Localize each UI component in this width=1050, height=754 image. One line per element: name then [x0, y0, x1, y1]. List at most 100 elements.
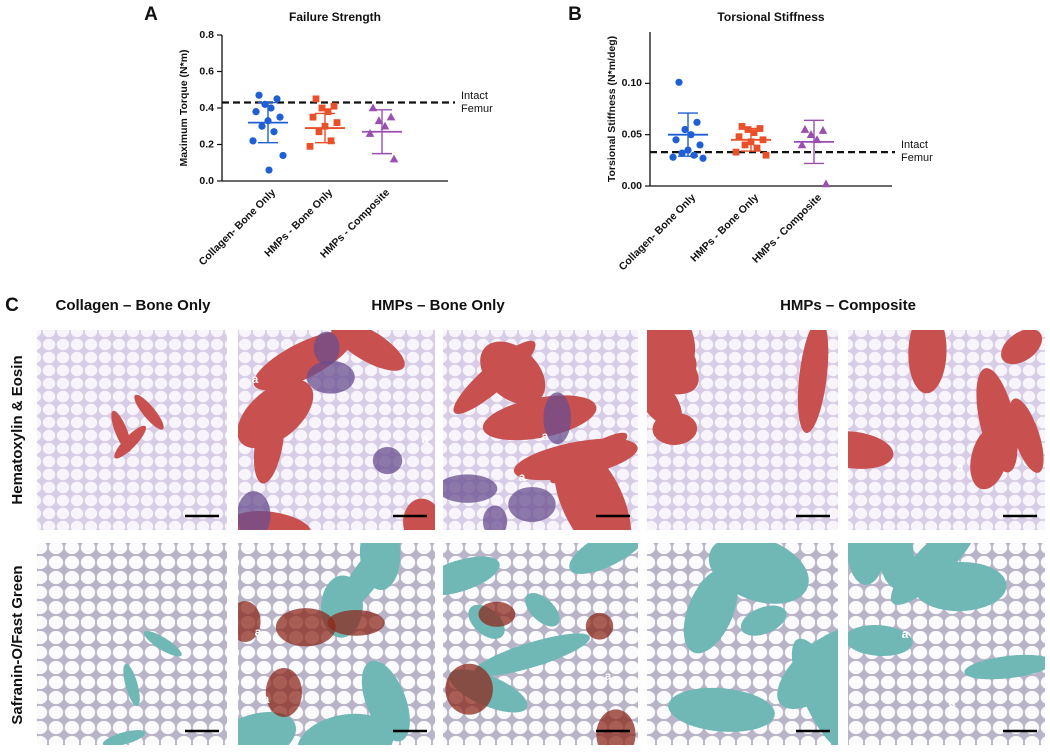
region-label: a: [255, 625, 262, 639]
bone: [134, 394, 164, 430]
data-point: [306, 142, 314, 150]
marrow: [238, 491, 271, 530]
marrow: [543, 392, 572, 445]
bone: [102, 730, 146, 745]
data-point: [252, 108, 260, 116]
y-tick-label: 0.8: [199, 29, 214, 41]
marrow: [445, 663, 493, 715]
data-point: [258, 122, 266, 130]
marrow: [238, 601, 261, 643]
bone: [740, 605, 787, 636]
data-point: [696, 141, 704, 149]
bone: [848, 431, 894, 469]
data-point: [365, 129, 375, 137]
bone: [238, 379, 314, 449]
y-tick-label: 0.4: [199, 102, 214, 114]
column-header: HMPs – Bone Only: [371, 297, 505, 314]
data-point: [744, 126, 752, 133]
marrow: [478, 601, 516, 627]
y-axis-label: Maximum Torque (N*m): [178, 49, 190, 166]
data-point: [821, 179, 831, 188]
micrograph: [647, 543, 838, 745]
bone: [361, 660, 410, 742]
micrograph: [647, 330, 838, 530]
data-point: [690, 151, 698, 159]
micrograph: [37, 543, 227, 745]
chart-title: Torsional Stiffness: [717, 10, 824, 24]
bone: [474, 633, 590, 677]
marrow: [585, 612, 614, 640]
x-tick-label: HMPs - Bone Only: [688, 191, 761, 264]
data-point: [669, 153, 677, 161]
data-point: [678, 149, 686, 157]
bone: [111, 410, 132, 452]
data-point: [270, 128, 278, 136]
region-label: a: [550, 339, 557, 353]
marrow: [275, 608, 336, 647]
column-header: HMPs – Composite: [780, 297, 916, 314]
data-point: [797, 140, 807, 149]
data-point: [324, 108, 332, 116]
bone: [797, 330, 829, 433]
y-tick-label: 0.0: [199, 175, 214, 187]
data-point: [693, 118, 701, 126]
data-point: [330, 102, 338, 110]
micrograph: [848, 330, 1045, 530]
marrow: [265, 667, 302, 717]
data-point: [800, 125, 810, 133]
bone: [964, 654, 1045, 680]
data-point: [675, 78, 683, 86]
panel-label: C: [5, 295, 19, 316]
data-point: [389, 154, 399, 163]
y-tick-label: 0.10: [622, 77, 643, 89]
y-tick-label: 0.00: [622, 180, 643, 192]
region-label: a: [519, 470, 526, 484]
data-point: [276, 113, 284, 121]
micrograph: [238, 330, 435, 530]
data-point: [279, 151, 287, 160]
tissue: [37, 543, 227, 745]
bone: [569, 543, 638, 574]
tissue: [37, 330, 227, 530]
bone: [1009, 398, 1044, 473]
reference-label: Intact Femur: [901, 139, 933, 165]
bone: [848, 625, 913, 657]
data-point: [312, 95, 320, 103]
bone: [143, 631, 182, 657]
y-tick-label: 0.2: [199, 138, 214, 150]
bone: [908, 330, 947, 394]
bone: [647, 375, 682, 428]
bone: [403, 498, 435, 530]
y-tick-label: 0.6: [199, 65, 214, 77]
marrow: [482, 505, 508, 530]
data-point: [374, 116, 384, 125]
reference-label: Intact Femur: [461, 89, 493, 115]
marrow: [327, 610, 385, 636]
data-point: [255, 91, 263, 99]
region-label: a: [252, 372, 259, 386]
micrograph: [848, 543, 1045, 745]
bone: [550, 432, 628, 484]
region-label: a: [957, 460, 964, 474]
data-point: [318, 104, 326, 112]
bone: [480, 341, 546, 405]
data-point: [818, 126, 828, 134]
data-point: [762, 151, 770, 159]
data-point: [753, 144, 761, 152]
data-point: [327, 137, 335, 145]
data-point: [315, 128, 323, 136]
data-point: [267, 104, 275, 112]
marrow: [306, 360, 355, 394]
micrograph: [443, 330, 638, 530]
data-point: [750, 129, 758, 137]
data-point: [333, 119, 341, 126]
bone: [123, 663, 140, 707]
y-tick-label: 0.05: [622, 128, 643, 140]
data-point: [681, 125, 689, 134]
data-point: [380, 121, 390, 130]
data-point: [735, 133, 743, 141]
micrograph: [238, 543, 435, 745]
marrow: [313, 331, 340, 365]
x-tick-label: Collagen- Bone Only: [617, 191, 699, 273]
